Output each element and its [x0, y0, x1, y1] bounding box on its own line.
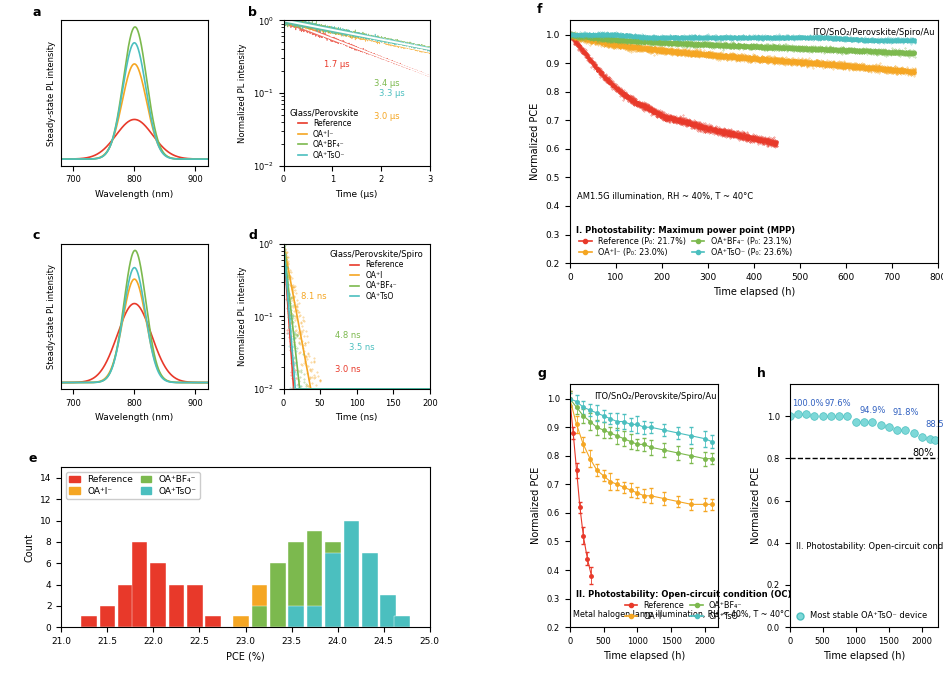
Bar [306, 532, 323, 627]
Text: 8.1 ns: 8.1 ns [301, 292, 326, 301]
X-axis label: Time elapsed (h): Time elapsed (h) [823, 652, 905, 662]
Bar [169, 584, 184, 627]
Y-axis label: Normalized PL intensity: Normalized PL intensity [239, 266, 247, 366]
Bar [270, 563, 286, 627]
Text: 88.5%: 88.5% [925, 420, 943, 428]
Bar [206, 616, 221, 627]
Y-axis label: Steady-state PL intensity: Steady-state PL intensity [47, 264, 56, 369]
Text: II. Photostability: Open-circuit condition: II. Photostability: Open-circuit conditi… [796, 542, 943, 551]
Text: 97.6%: 97.6% [825, 399, 852, 407]
Legend: Reference, OA⁺I⁻, OA⁺BF₄⁻, OA⁺TsO⁻: Reference, OA⁺I⁻, OA⁺BF₄⁻, OA⁺TsO⁻ [66, 472, 200, 499]
Text: 4.8 ns: 4.8 ns [335, 332, 360, 340]
Text: h: h [757, 367, 766, 380]
Text: 3.3 μs: 3.3 μs [378, 89, 405, 98]
X-axis label: Time elapsed (h): Time elapsed (h) [713, 287, 795, 298]
Y-axis label: Normalized PCE: Normalized PCE [531, 467, 541, 544]
X-axis label: Time elapsed (h): Time elapsed (h) [603, 652, 686, 662]
Bar [150, 563, 166, 627]
Y-axis label: Normalized PCE: Normalized PCE [530, 103, 540, 180]
Bar [325, 542, 340, 627]
Bar [325, 553, 340, 627]
Bar [252, 606, 267, 627]
Bar [187, 584, 203, 627]
Text: a: a [32, 6, 41, 19]
Text: 91.8%: 91.8% [893, 408, 919, 417]
Bar [380, 595, 396, 627]
X-axis label: Time (ns): Time (ns) [336, 414, 378, 422]
Bar [343, 521, 359, 627]
Text: 3.0 ns: 3.0 ns [335, 365, 360, 374]
X-axis label: Wavelength (nm): Wavelength (nm) [95, 190, 174, 199]
Legend: Most stable OA⁺TsO⁻ device: Most stable OA⁺TsO⁻ device [794, 609, 930, 623]
Text: 100.0%: 100.0% [792, 399, 823, 407]
Y-axis label: Normalized PL intensity: Normalized PL intensity [239, 43, 247, 143]
Y-axis label: Steady-state PL intensity: Steady-state PL intensity [47, 41, 56, 146]
X-axis label: PCE (%): PCE (%) [226, 652, 265, 662]
Legend: Reference, OA⁺I⁻, OA⁺BF₄⁻, OA⁺TsO⁻: Reference, OA⁺I⁻, OA⁺BF₄⁻, OA⁺TsO⁻ [574, 587, 794, 623]
Text: g: g [538, 367, 546, 380]
Text: 3.5 ns: 3.5 ns [349, 343, 375, 352]
Bar [118, 584, 134, 627]
Text: 1.7 μs: 1.7 μs [324, 60, 350, 69]
Legend: Reference (P₀: 21.7%), OA⁺I⁻ (P₀: 23.0%), OA⁺BF₄⁻ (P₀: 23.1%), OA⁺TsO⁻ (P₀: 23.6: Reference (P₀: 21.7%), OA⁺I⁻ (P₀: 23.0%)… [574, 223, 798, 259]
Text: ITO/SnO₂/Perovskite/Spiro/Au: ITO/SnO₂/Perovskite/Spiro/Au [812, 28, 935, 37]
Bar [306, 606, 323, 627]
Text: 94.9%: 94.9% [859, 406, 885, 415]
Text: 3.4 μs: 3.4 μs [374, 79, 400, 87]
Bar [270, 584, 286, 627]
Text: 80%: 80% [913, 447, 934, 458]
Bar [289, 542, 304, 627]
Bar [394, 616, 410, 627]
Text: d: d [248, 229, 257, 243]
Bar [306, 542, 323, 627]
Legend: Reference, OA⁺I, OA⁺BF₄⁻, OA⁺TsO: Reference, OA⁺I, OA⁺BF₄⁻, OA⁺TsO [327, 247, 426, 303]
Bar [132, 542, 147, 627]
Bar [289, 606, 304, 627]
Text: ITO/SnO₂/Perovskite/Spiro/Au: ITO/SnO₂/Perovskite/Spiro/Au [594, 392, 717, 401]
Text: AM1.5G illumination, RH ~ 40%, T ~ 40°C: AM1.5G illumination, RH ~ 40%, T ~ 40°C [577, 192, 753, 201]
Bar [362, 553, 378, 627]
Text: b: b [248, 6, 257, 19]
Bar [81, 616, 97, 627]
Legend: Reference, OA⁺I⁻, OA⁺BF₄⁻, OA⁺TsO⁻: Reference, OA⁺I⁻, OA⁺BF₄⁻, OA⁺TsO⁻ [288, 106, 361, 162]
Text: e: e [28, 452, 37, 466]
Text: c: c [32, 229, 40, 243]
X-axis label: Wavelength (nm): Wavelength (nm) [95, 414, 174, 422]
X-axis label: Time (μs): Time (μs) [336, 190, 378, 199]
Bar [289, 542, 304, 627]
Text: Metal halogen lamp illumination, RH ~ 40%, T ~ 40°C: Metal halogen lamp illumination, RH ~ 40… [572, 610, 789, 620]
Bar [100, 606, 115, 627]
Y-axis label: Count: Count [25, 533, 35, 561]
Bar [252, 584, 267, 627]
Bar [233, 616, 249, 627]
Text: 3.0 μs: 3.0 μs [374, 112, 400, 121]
Y-axis label: Normalized PCE: Normalized PCE [752, 467, 761, 544]
Bar [343, 616, 359, 627]
Text: f: f [537, 3, 542, 16]
